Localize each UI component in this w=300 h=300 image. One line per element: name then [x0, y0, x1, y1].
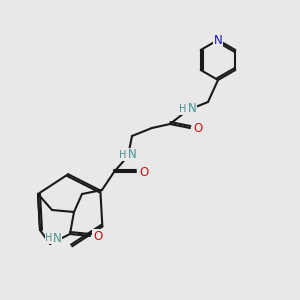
- Text: O: O: [194, 122, 202, 134]
- Text: N: N: [214, 34, 222, 46]
- Text: O: O: [93, 230, 103, 242]
- Text: N: N: [52, 232, 62, 244]
- Text: H: H: [179, 104, 187, 114]
- Text: N: N: [128, 148, 136, 161]
- Text: H: H: [45, 233, 53, 243]
- Text: O: O: [140, 166, 148, 178]
- Text: H: H: [119, 150, 127, 160]
- Text: N: N: [188, 103, 196, 116]
